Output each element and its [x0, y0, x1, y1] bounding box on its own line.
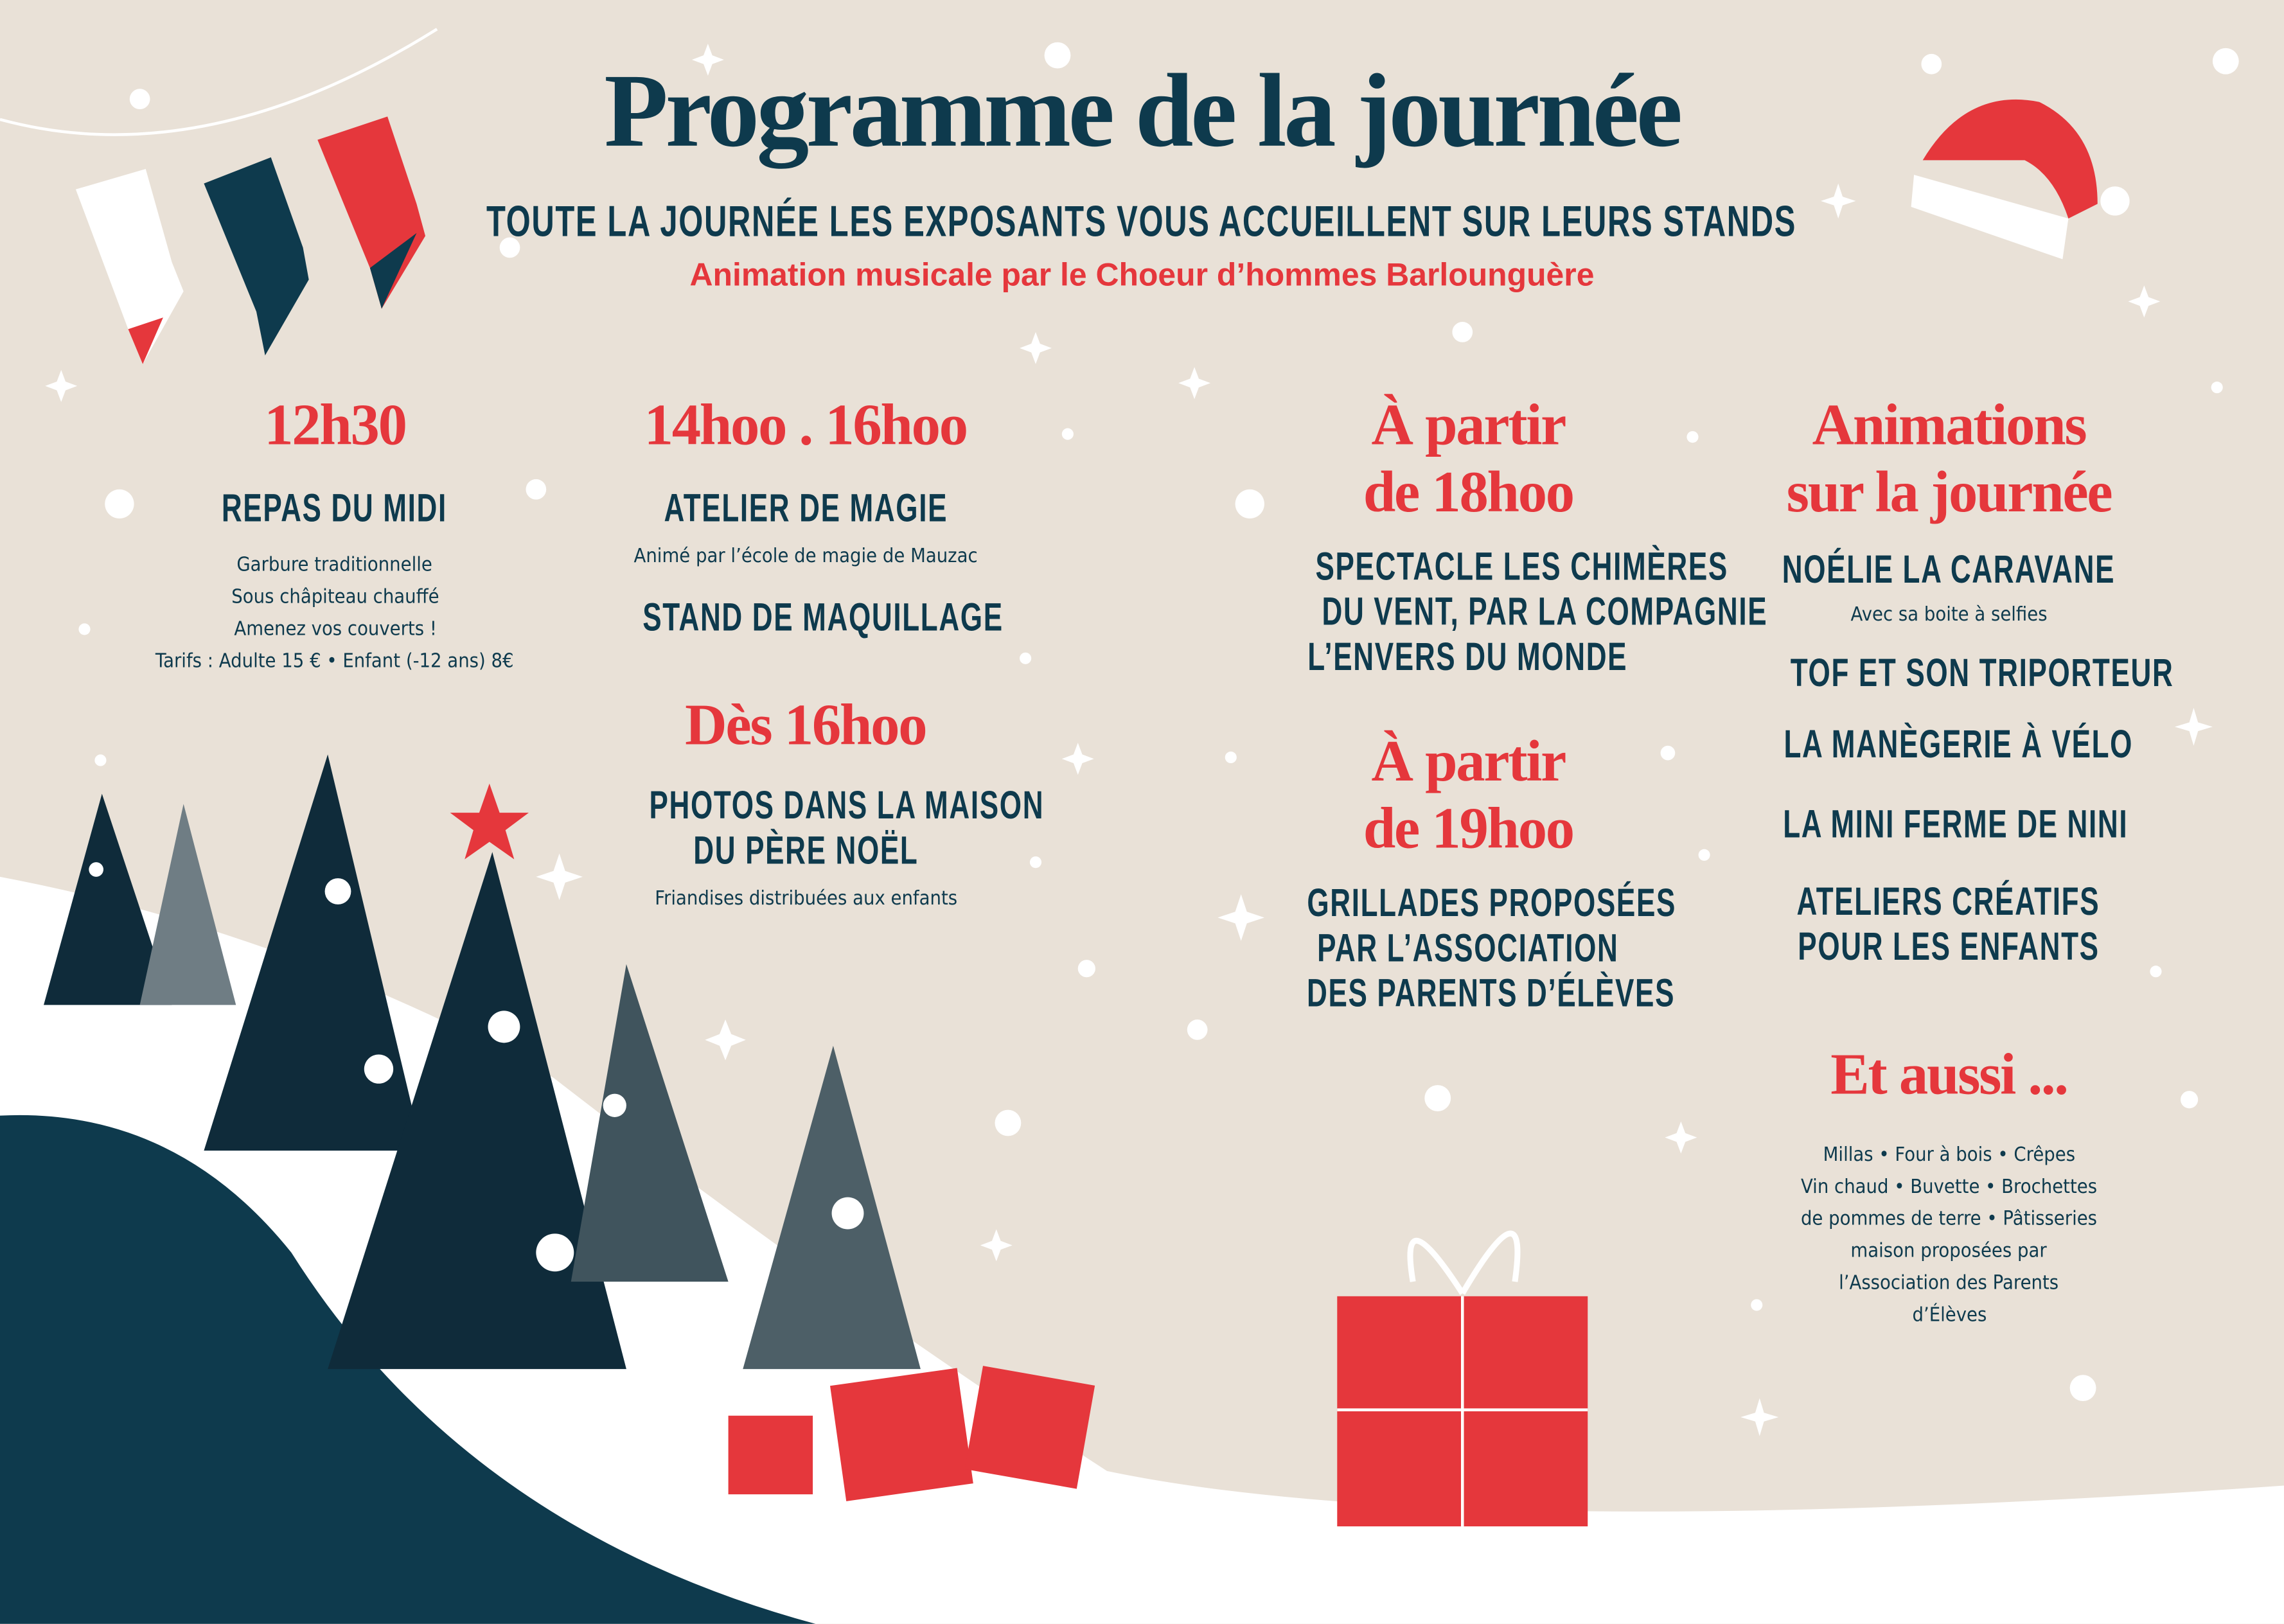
detail-line: Animé par l’école de magie de Mauzac	[633, 544, 978, 569]
pine-trees-decoration	[44, 754, 921, 1370]
santa-hat-decoration	[1911, 99, 2130, 260]
activity-title: DES PARENTS D’ÉLÈVES	[1307, 971, 1676, 1016]
christmas-stockings-decoration	[0, 28, 438, 364]
detail-line: Amenez vos couverts !	[233, 617, 437, 641]
detail-line: d’Élèves	[1911, 1303, 1987, 1327]
detail-line: Garbure traditionnelle	[237, 553, 433, 577]
activity-title: NOÉLIE LA CARAVANE	[1782, 547, 2116, 592]
activity-title: DU PÈRE NOËL	[693, 829, 918, 873]
snowflakes-decoration	[78, 42, 2239, 1402]
detail-line: Sous châpiteau chauffé	[231, 585, 439, 609]
sparkles-decoration	[45, 44, 2213, 1436]
detail-line: Friandises distribuées aux enfants	[654, 887, 957, 910]
activity-title: L’ENVERS DU MONDE	[1308, 635, 1629, 679]
detail-line: l’Association des Parents	[1839, 1271, 2059, 1295]
activity-title: PHOTOS DANS LA MAISON	[649, 783, 1045, 827]
schedule-column-all-day: Animations sur la journée NOÉLIE LA CARA…	[1716, 396, 2182, 1332]
detail-line: maison proposées par	[1850, 1239, 2048, 1263]
time-label: de 19hoo	[1363, 795, 1575, 861]
section-heading: Et aussi ...	[1830, 1041, 2069, 1108]
detail-line: de pommes de terre • Pâtisseries	[1800, 1207, 2098, 1231]
activity-title: SPECTACLE LES CHIMÈRES	[1315, 544, 1728, 588]
time-label: de 18hoo	[1363, 459, 1575, 525]
activity-title: PAR L’ASSOCIATION	[1317, 926, 1619, 970]
activity-title: GRILLADES PROPOSÉES	[1307, 881, 1677, 925]
time-label: 14hoo . 16hoo	[644, 391, 968, 457]
dark-hill-decoration	[0, 1115, 816, 1624]
section-heading: Animations	[1812, 391, 2087, 457]
activity-title: LA MINI FERME DE NINI	[1783, 802, 2129, 847]
time-label: À partir	[1371, 391, 1566, 457]
time-label: À partir	[1371, 728, 1566, 794]
activity-title: ATELIERS CRÉATIFS	[1797, 879, 2101, 924]
time-label: Dès 16hoo	[685, 691, 927, 757]
gift-boxes-decoration	[728, 1230, 1588, 1527]
activity-title: TOF ET SON TRIPORTEUR	[1790, 651, 2174, 695]
schedule-column-evening: À partir de 18hoo SPECTACLE LES CHIMÈRES…	[1235, 391, 1767, 1017]
activity-title: DU VENT, PAR LA COMPAGNIE	[1322, 590, 1768, 634]
detail-line: Vin chaud • Buvette • Brochettes	[1800, 1175, 2098, 1199]
snow-hill-decoration	[0, 876, 2284, 1624]
activity-title: STAND DE MAQUILLAGE	[642, 596, 1004, 640]
schedule-column-afternoon: 14hoo . 16hoo ATELIER DE MAGIE Animé par…	[572, 391, 1043, 915]
page-title: Programme de la journée	[604, 52, 1683, 169]
section-heading: sur la journée	[1786, 459, 2113, 525]
activity-title: REPAS DU MIDI	[222, 486, 448, 531]
schedule-column-lunch: 12h30 REPAS DU MIDI Garbure traditionnel…	[102, 396, 569, 678]
detail-line: Tarifs : Adulte 15 € • Enfant (-12 ans) …	[155, 649, 515, 673]
subtitle: TOUTE LA JOURNÉE LES EXPOSANTS VOUS ACCU…	[486, 198, 1798, 247]
activity-title: ATELIER DE MAGIE	[663, 486, 948, 531]
tagline: Animation musicale par le Choeur d’homme…	[689, 256, 1595, 293]
activity-title: POUR LES ENFANTS	[1798, 924, 2100, 969]
time-label: 12h30	[264, 391, 407, 457]
detail-line: Millas • Four à bois • Crêpes	[1823, 1143, 2075, 1167]
detail-line: Avec sa boite à selfies	[1850, 603, 2048, 626]
activity-title: LA MANÈGERIE À VÉLO	[1784, 722, 2134, 766]
